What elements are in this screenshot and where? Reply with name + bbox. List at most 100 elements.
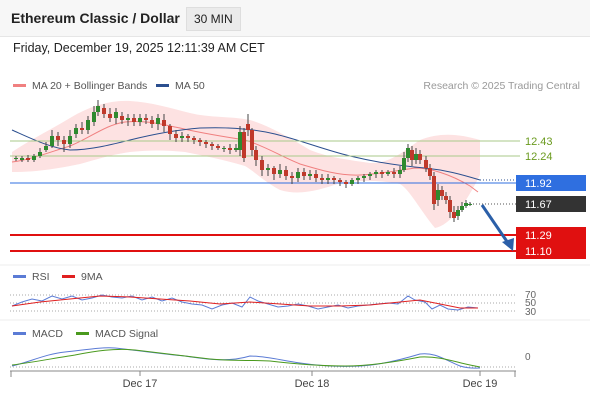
candle-body bbox=[228, 148, 232, 150]
ma9-swatch bbox=[62, 274, 75, 278]
rsi-panel: 70 50 30 bbox=[10, 290, 537, 318]
chart-header: Ethereum Classic / Dollar 30 MIN bbox=[0, 0, 590, 37]
candle-body bbox=[120, 116, 124, 120]
target-1-box bbox=[516, 227, 586, 243]
last-price-label: 11.67 bbox=[525, 199, 552, 211]
candle-body bbox=[308, 174, 312, 176]
candle-body bbox=[108, 114, 112, 118]
candle-body bbox=[320, 178, 324, 180]
candle-body bbox=[216, 146, 220, 148]
x-label-dec18: Dec 18 bbox=[295, 378, 330, 390]
target-2-box bbox=[516, 243, 586, 259]
candle-body bbox=[290, 176, 294, 178]
candle-body bbox=[432, 176, 436, 204]
x-axis: Dec 17 Dec 18 Dec 19 bbox=[10, 370, 516, 390]
legend-9ma: 9MA bbox=[62, 271, 103, 283]
rsi-level-50: 50 bbox=[525, 298, 537, 309]
candle-body bbox=[260, 160, 264, 170]
candle-body bbox=[44, 146, 48, 150]
legend-rsi: RSI bbox=[13, 271, 50, 283]
ma-bollinger-swatch bbox=[13, 83, 26, 87]
candle-body bbox=[452, 212, 456, 218]
candle-body bbox=[62, 140, 66, 144]
candle-body bbox=[174, 134, 178, 138]
rsi-label: RSI bbox=[32, 271, 50, 283]
candle-body bbox=[126, 118, 130, 120]
candle-body bbox=[414, 154, 418, 160]
level-label-12.43: 12.43 bbox=[525, 136, 553, 148]
x-label-dec19: Dec 19 bbox=[463, 378, 498, 390]
macd-label: MACD bbox=[32, 328, 63, 340]
candle-body bbox=[74, 128, 78, 134]
candle-body bbox=[284, 170, 288, 176]
candle-body bbox=[56, 136, 60, 140]
rsi-line bbox=[11, 294, 479, 311]
candle-body bbox=[132, 118, 136, 122]
legend-macd-signal: MACD Signal bbox=[76, 328, 158, 340]
candle-body bbox=[20, 158, 24, 160]
candle-body bbox=[138, 118, 142, 122]
candle-body bbox=[338, 180, 342, 182]
candle-body bbox=[38, 152, 42, 156]
candle-body bbox=[368, 174, 372, 176]
candle-body bbox=[460, 206, 464, 210]
last-price-box bbox=[516, 196, 586, 212]
candle-body bbox=[96, 106, 100, 112]
ma50-swatch bbox=[156, 83, 169, 87]
candle-body bbox=[386, 172, 390, 174]
candle-body bbox=[114, 112, 118, 118]
candlestick-series bbox=[14, 100, 472, 222]
candle-body bbox=[168, 126, 172, 134]
candle-body bbox=[326, 178, 330, 180]
candle-body bbox=[418, 154, 422, 160]
candle-body bbox=[424, 160, 428, 168]
candle-body bbox=[156, 118, 160, 124]
candle-body bbox=[32, 156, 36, 160]
x-label-dec17: Dec 17 bbox=[123, 378, 158, 390]
macd-signal-label: MACD Signal bbox=[95, 328, 159, 340]
legend-macd: MACD bbox=[13, 328, 63, 340]
candle-body bbox=[238, 132, 242, 150]
candle-body bbox=[278, 170, 282, 174]
candle-body bbox=[50, 136, 54, 146]
candle-body bbox=[392, 172, 396, 174]
candle-body bbox=[186, 136, 190, 138]
candle-body bbox=[246, 124, 250, 130]
candle-body bbox=[296, 172, 300, 178]
candle-body bbox=[344, 182, 348, 184]
datetime-label: Friday, December 19, 2025 12:11:39 AM CE… bbox=[13, 41, 265, 55]
target-2-label: 11.10 bbox=[525, 246, 552, 258]
candle-body bbox=[314, 174, 318, 178]
candle-body bbox=[374, 172, 378, 174]
candle-body bbox=[192, 138, 196, 140]
candle-body bbox=[144, 118, 148, 120]
legend-ma50: MA 50 bbox=[156, 80, 205, 92]
forecast-arrow bbox=[480, 204, 514, 251]
candle-body bbox=[350, 180, 354, 184]
current-price-box bbox=[516, 175, 586, 191]
chart-title: Ethereum Classic / Dollar bbox=[11, 10, 180, 26]
macd-signal-swatch bbox=[76, 331, 89, 335]
candle-body bbox=[266, 168, 270, 170]
candle-body bbox=[436, 190, 440, 200]
candle-body bbox=[204, 142, 208, 144]
level-label-12.24: 12.24 bbox=[525, 151, 553, 163]
ma-bollinger-label: MA 20 + Bollinger Bands bbox=[32, 80, 148, 92]
candle-body bbox=[406, 148, 410, 158]
candle-body bbox=[254, 150, 258, 160]
macd-panel: 0 bbox=[10, 347, 531, 369]
rsi-swatch bbox=[13, 274, 26, 278]
candle-body bbox=[464, 203, 468, 206]
current-price-label: 11.92 bbox=[525, 178, 552, 190]
macd-signal-line bbox=[11, 348, 481, 368]
macd-swatch bbox=[13, 331, 26, 335]
candle-body bbox=[428, 168, 432, 176]
timeframe-button[interactable]: 30 MIN bbox=[186, 7, 241, 31]
candle-body bbox=[198, 140, 202, 142]
candle-body bbox=[398, 170, 402, 174]
candle-body bbox=[234, 148, 238, 150]
candle-body bbox=[456, 210, 460, 216]
candle-body bbox=[332, 178, 336, 180]
candle-body bbox=[410, 150, 414, 160]
